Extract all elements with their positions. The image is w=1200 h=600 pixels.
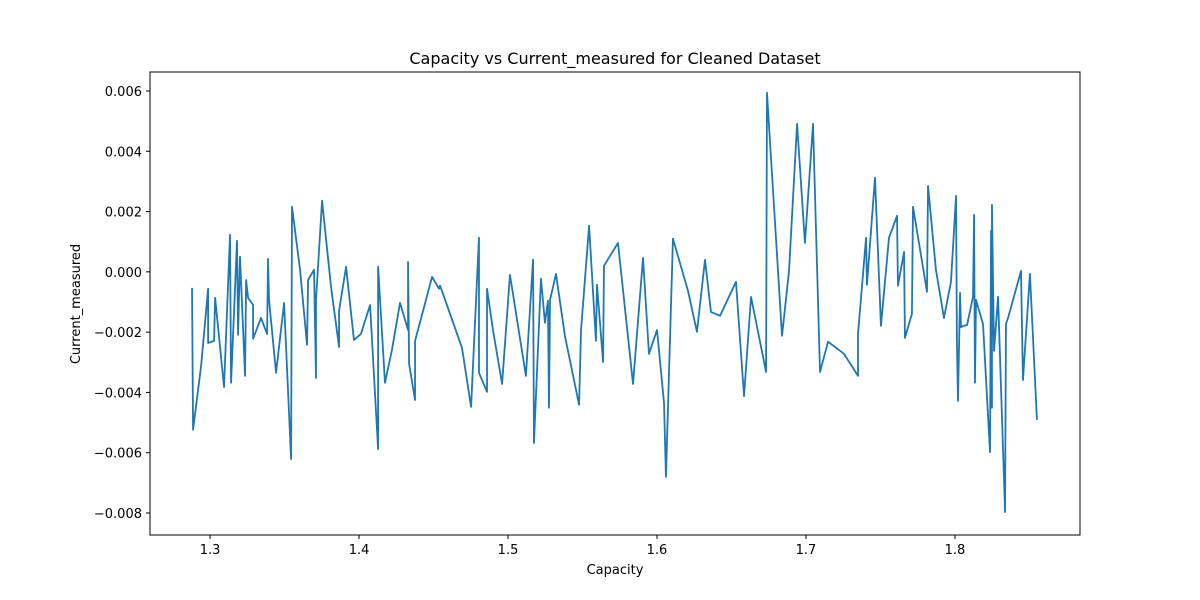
x-tick-label: 1.6 (647, 543, 668, 558)
x-axis-label: Capacity (587, 563, 644, 578)
y-tick-label: −0.002 (94, 326, 142, 341)
y-tick-label: 0.002 (105, 206, 142, 221)
x-tick-label: 1.5 (498, 543, 519, 558)
y-tick-label: 0.004 (105, 145, 142, 160)
x-tick-label: 1.4 (349, 543, 370, 558)
chart-title: Capacity vs Current_measured for Cleaned… (409, 49, 820, 69)
x-tick-label: 1.8 (945, 543, 966, 558)
y-tick-label: −0.008 (94, 507, 142, 522)
y-tick-label: −0.006 (94, 447, 142, 462)
line-series (191, 91, 1038, 513)
y-tick-label: 0.000 (105, 266, 142, 281)
y-tick-label: −0.004 (94, 386, 142, 401)
plot-frame (149, 71, 1081, 536)
x-tick-label: 1.3 (200, 543, 221, 558)
x-tick-label: 1.7 (796, 543, 817, 558)
y-tick-label: 0.006 (105, 85, 142, 100)
y-axis-label: Current_measured (69, 244, 84, 364)
